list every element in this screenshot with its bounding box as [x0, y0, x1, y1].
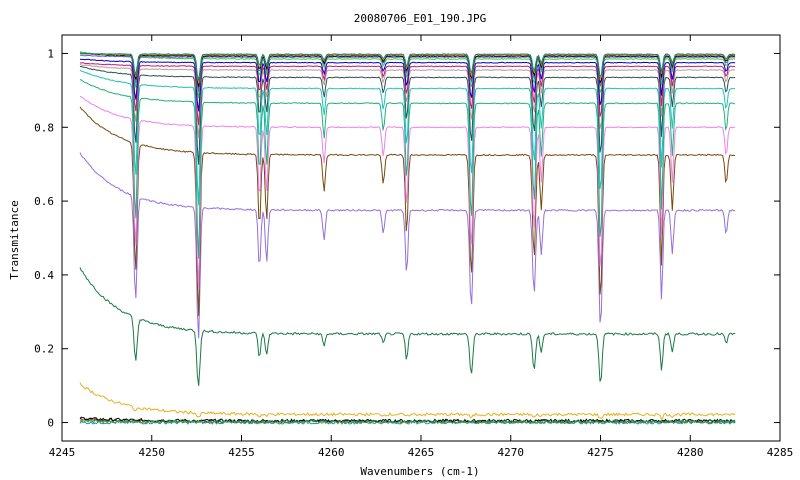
series-line-15: [79, 58, 736, 112]
x-tick-label: 4260: [318, 446, 345, 459]
y-tick-label: 0.2: [34, 343, 54, 356]
series-line-10: [79, 79, 736, 259]
series-line-7: [79, 152, 736, 339]
y-tick-label: 0.6: [34, 195, 54, 208]
x-tick-label: 4255: [228, 446, 255, 459]
series-line-13: [79, 63, 736, 139]
x-axis-label: Wavenumbers (cm-1): [360, 465, 479, 478]
series-line-4: [79, 419, 736, 425]
y-tick-label: 0.4: [34, 269, 54, 282]
y-tick-label: 1: [47, 47, 54, 60]
y-tick-label: 0.8: [34, 121, 54, 134]
series-line-20: [79, 52, 736, 81]
series-line-6: [79, 267, 736, 386]
y-tick-label: 0: [47, 417, 54, 430]
series-line-5: [79, 382, 736, 420]
series-line-18: [79, 52, 736, 88]
series-layer: [79, 51, 736, 426]
chart-title: 20080706_E01_190.JPG: [354, 12, 486, 25]
x-tick-label: 4245: [49, 446, 76, 459]
x-tick-label: 4275: [587, 446, 614, 459]
series-line-19: [80, 52, 736, 84]
x-tick-label: 4265: [408, 446, 435, 459]
series-line-8: [79, 106, 736, 317]
series-line-11: [79, 69, 736, 206]
series-line-16: [79, 51, 736, 99]
series-line-17: [79, 54, 736, 92]
axes-layer: 4245 4250 4255 4260 4265 4270 4275 4280 4285 0 0.2…: [34, 34, 794, 459]
x-tick-label: 4250: [139, 446, 166, 459]
x-tick-label: 4270: [498, 446, 525, 459]
series-line-9: [79, 95, 736, 290]
series-line-12: [79, 65, 736, 165]
y-axis-label: Transmitance: [8, 200, 21, 279]
series-line-14: [79, 62, 736, 126]
x-tick-label: 4280: [677, 446, 704, 459]
x-tick-label: 4285: [767, 446, 794, 459]
